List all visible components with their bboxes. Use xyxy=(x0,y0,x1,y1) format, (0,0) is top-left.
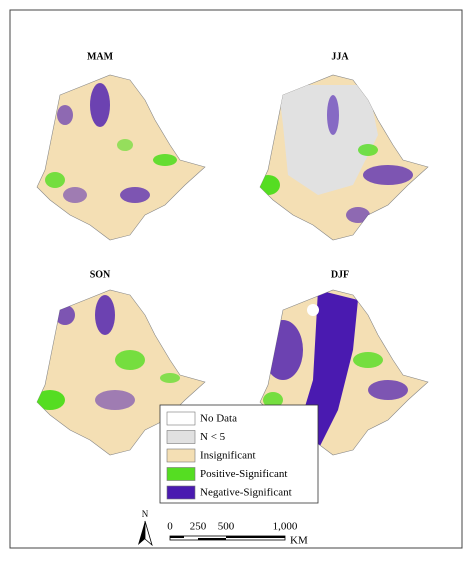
scale-label: 500 xyxy=(218,521,235,533)
frame xyxy=(9,9,463,549)
scale-unit: KM xyxy=(290,535,308,547)
map xyxy=(259,74,429,241)
legend-label: No Data xyxy=(200,413,237,425)
bar-segment xyxy=(226,536,285,538)
map xyxy=(36,74,206,241)
scale-label: 0 xyxy=(167,521,173,533)
panel-title: JJA xyxy=(331,51,349,62)
legend-swatch xyxy=(166,485,196,500)
scale-bar: 0 250 500 1,000 KM xyxy=(167,521,308,547)
north-label: N xyxy=(142,509,149,519)
bar-segment xyxy=(198,538,226,540)
north-arrow: N xyxy=(138,509,153,547)
legend-swatch xyxy=(166,467,196,481)
legend-label: Negative-Significant xyxy=(200,487,292,499)
legend-swatch xyxy=(166,411,196,426)
panel-titles: MAM JJA SON DJF xyxy=(87,51,349,280)
panel-title: SON xyxy=(90,269,111,280)
bar-segment xyxy=(170,536,184,538)
scale-label: 1,000 xyxy=(273,521,298,533)
arrow-right xyxy=(144,520,153,547)
panel-title: DJF xyxy=(331,269,349,280)
legend-label: Positive-Significant xyxy=(200,468,287,480)
legend-label: Insignificant xyxy=(200,450,256,462)
legend-swatch xyxy=(166,448,196,463)
legend-label: N < 5 xyxy=(200,431,226,443)
map xyxy=(36,289,206,456)
scale-label: 250 xyxy=(190,521,207,533)
arrow-left xyxy=(138,521,145,545)
legend: No Data N < 5 Insignificant Positive-Signif… xyxy=(159,404,319,504)
legend-swatch xyxy=(166,430,196,444)
panel-title: MAM xyxy=(87,51,114,62)
